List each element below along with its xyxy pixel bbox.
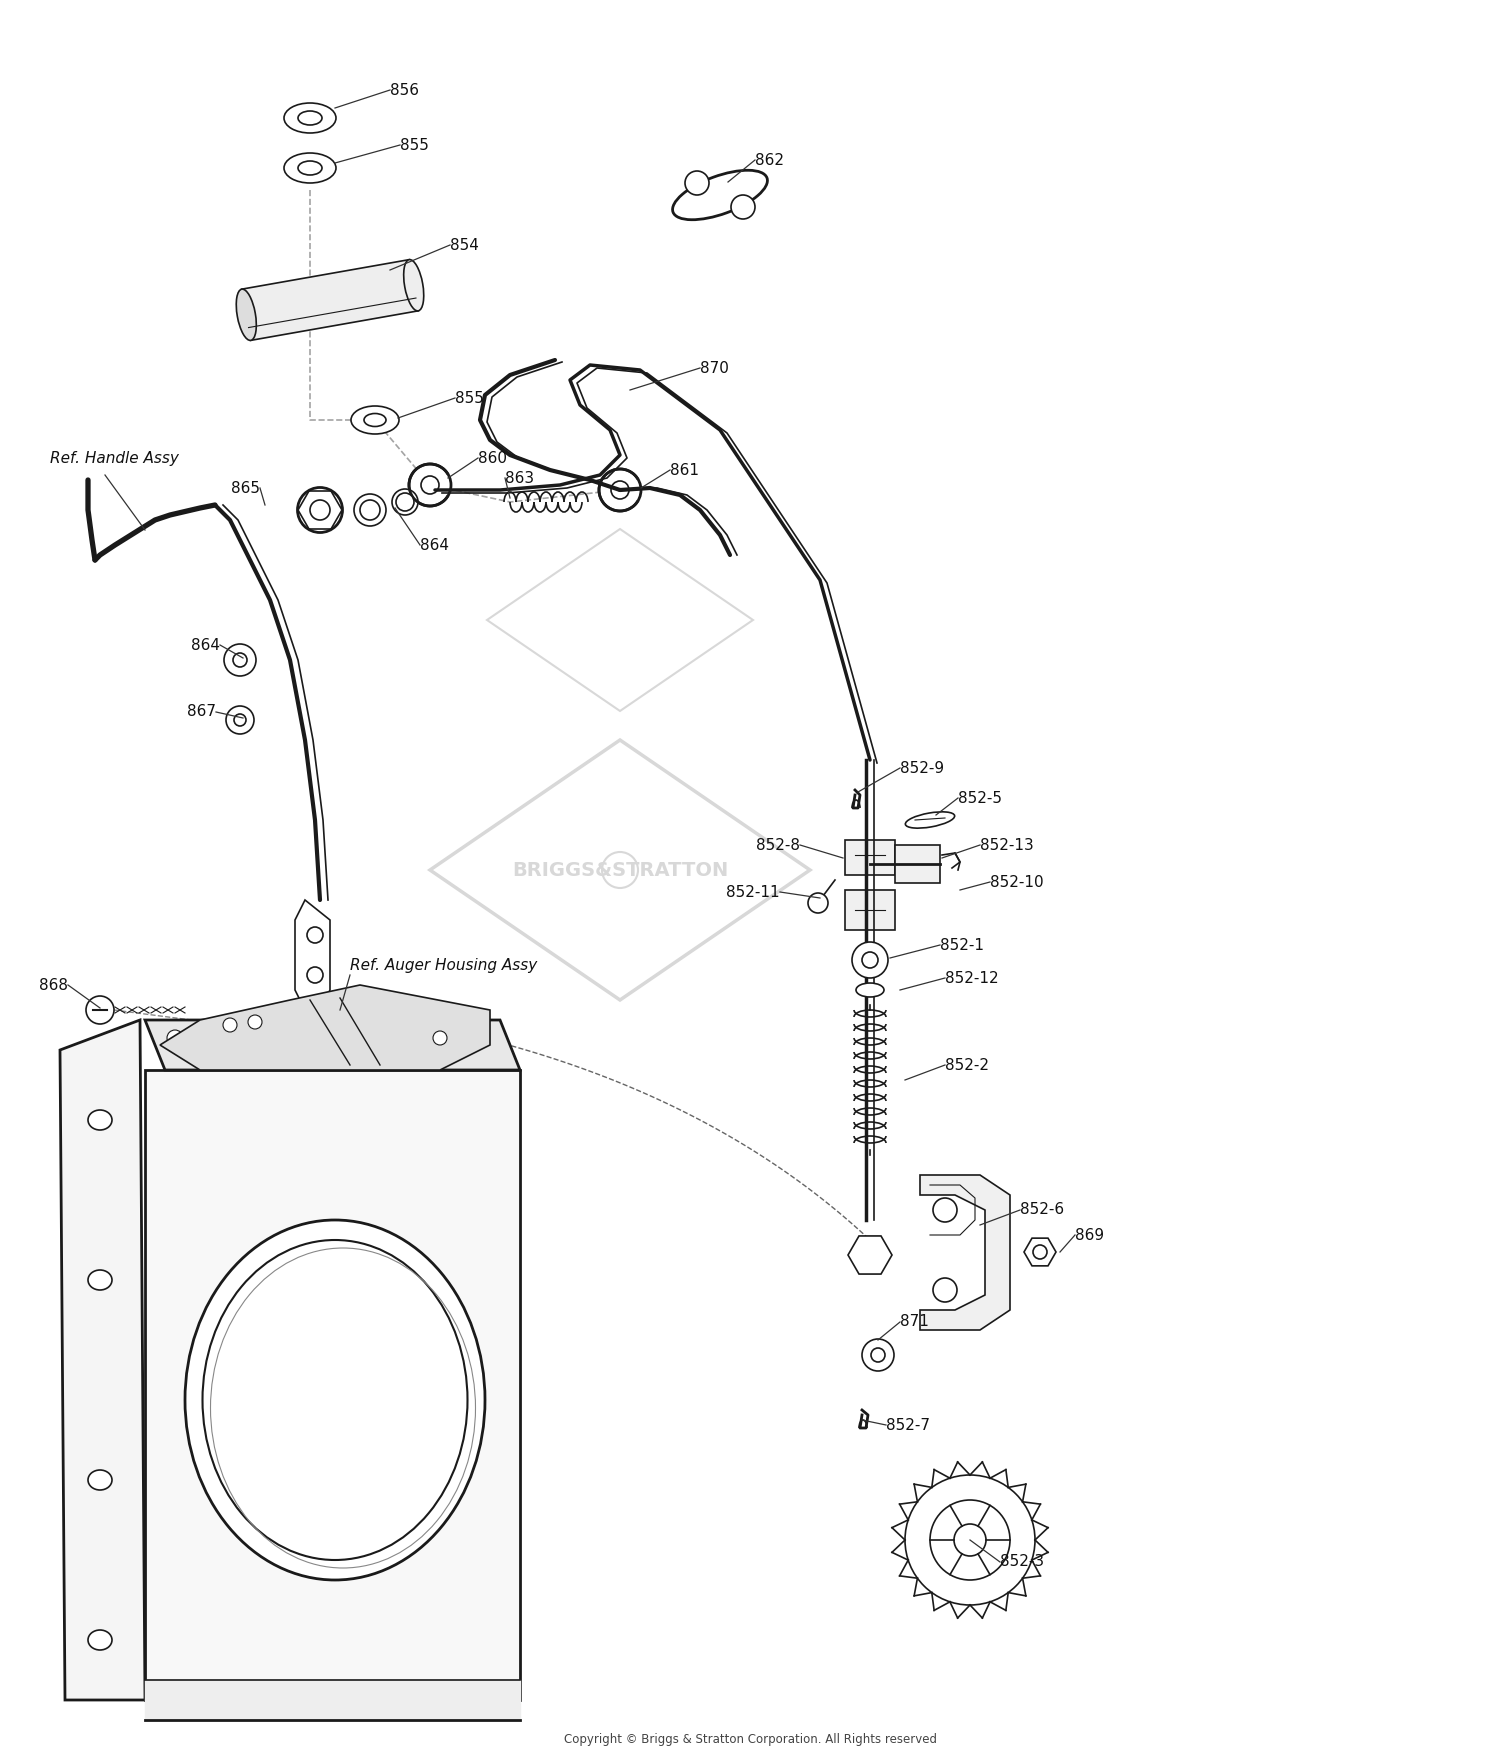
Text: 856: 856: [390, 82, 418, 98]
Circle shape: [933, 1199, 957, 1221]
Circle shape: [308, 967, 322, 983]
Text: 867: 867: [188, 704, 216, 720]
Text: 855: 855: [454, 391, 484, 405]
Text: 852-1: 852-1: [940, 937, 984, 953]
Text: 852-9: 852-9: [900, 760, 944, 776]
Text: 854: 854: [450, 237, 478, 253]
Ellipse shape: [364, 414, 386, 426]
Ellipse shape: [354, 493, 386, 526]
Text: 870: 870: [700, 360, 729, 376]
Ellipse shape: [88, 1271, 112, 1290]
Text: Copyright © Briggs & Stratton Corporation. All Rights reserved: Copyright © Briggs & Stratton Corporatio…: [564, 1734, 936, 1746]
Text: BRIGGS&STRATTON: BRIGGS&STRATTON: [512, 860, 728, 879]
Ellipse shape: [598, 469, 640, 511]
Circle shape: [234, 714, 246, 727]
Ellipse shape: [392, 490, 418, 514]
Circle shape: [862, 951, 877, 969]
Text: 852-13: 852-13: [980, 837, 1033, 853]
Circle shape: [226, 706, 254, 734]
Circle shape: [871, 1348, 885, 1362]
Circle shape: [954, 1523, 986, 1557]
Ellipse shape: [410, 463, 452, 505]
Ellipse shape: [422, 476, 440, 493]
Polygon shape: [146, 1680, 520, 1720]
Polygon shape: [160, 985, 491, 1071]
Ellipse shape: [856, 983, 883, 997]
Ellipse shape: [284, 153, 336, 183]
Polygon shape: [847, 1236, 892, 1274]
Text: Ref. Handle Assy: Ref. Handle Assy: [50, 451, 178, 465]
Text: 860: 860: [478, 451, 507, 465]
Polygon shape: [920, 1176, 1010, 1330]
Circle shape: [933, 1278, 957, 1302]
Text: 863: 863: [506, 470, 534, 486]
Text: 852-5: 852-5: [958, 790, 1002, 806]
Ellipse shape: [88, 1630, 112, 1650]
Text: 864: 864: [190, 637, 220, 653]
Bar: [896, 844, 940, 883]
Circle shape: [433, 1030, 447, 1044]
Ellipse shape: [672, 170, 768, 219]
Circle shape: [930, 1501, 1010, 1580]
Circle shape: [1034, 1244, 1047, 1258]
Text: 852-2: 852-2: [945, 1058, 988, 1072]
Ellipse shape: [906, 813, 954, 828]
Text: 855: 855: [400, 137, 429, 153]
Circle shape: [862, 1339, 894, 1371]
Circle shape: [308, 927, 322, 942]
Ellipse shape: [351, 405, 399, 433]
Circle shape: [458, 1041, 472, 1057]
Text: 852-10: 852-10: [990, 874, 1044, 890]
Circle shape: [686, 170, 709, 195]
Polygon shape: [242, 260, 418, 340]
Ellipse shape: [284, 104, 336, 133]
Ellipse shape: [298, 111, 322, 125]
Ellipse shape: [404, 260, 423, 311]
Circle shape: [904, 1474, 1035, 1606]
Ellipse shape: [297, 488, 342, 532]
Circle shape: [310, 500, 330, 519]
Circle shape: [192, 1030, 208, 1046]
Ellipse shape: [202, 1241, 468, 1560]
Circle shape: [166, 1030, 183, 1046]
Text: 868: 868: [39, 978, 68, 993]
Text: 865: 865: [231, 481, 260, 495]
Polygon shape: [1024, 1237, 1056, 1265]
Text: 861: 861: [670, 463, 699, 477]
Text: 862: 862: [754, 153, 784, 167]
Circle shape: [432, 1041, 448, 1057]
Text: Ref. Auger Housing Assy: Ref. Auger Housing Assy: [350, 958, 537, 972]
Circle shape: [360, 500, 380, 519]
Ellipse shape: [237, 290, 256, 340]
Ellipse shape: [610, 481, 628, 498]
Text: 852-8: 852-8: [756, 837, 800, 853]
Polygon shape: [146, 1071, 520, 1701]
Circle shape: [224, 644, 256, 676]
Circle shape: [86, 997, 114, 1023]
Circle shape: [248, 1014, 262, 1028]
Circle shape: [852, 942, 888, 978]
Text: 871: 871: [900, 1314, 928, 1330]
Circle shape: [808, 893, 828, 913]
Ellipse shape: [88, 1471, 112, 1490]
Text: 864: 864: [420, 537, 448, 553]
Circle shape: [396, 493, 414, 511]
Polygon shape: [146, 1020, 520, 1071]
Polygon shape: [844, 841, 895, 876]
Text: 852-7: 852-7: [886, 1418, 930, 1432]
Polygon shape: [60, 1020, 146, 1701]
Ellipse shape: [88, 1109, 112, 1130]
Ellipse shape: [298, 161, 322, 176]
Text: 852-11: 852-11: [726, 885, 780, 900]
Text: 869: 869: [1076, 1227, 1104, 1243]
Text: 852-12: 852-12: [945, 971, 999, 986]
Ellipse shape: [184, 1220, 484, 1580]
Circle shape: [232, 653, 248, 667]
Polygon shape: [844, 890, 895, 930]
Polygon shape: [296, 900, 330, 1009]
Text: 852-3: 852-3: [1000, 1555, 1044, 1569]
Circle shape: [224, 1018, 237, 1032]
Circle shape: [730, 195, 754, 219]
Text: 852-6: 852-6: [1020, 1202, 1064, 1218]
